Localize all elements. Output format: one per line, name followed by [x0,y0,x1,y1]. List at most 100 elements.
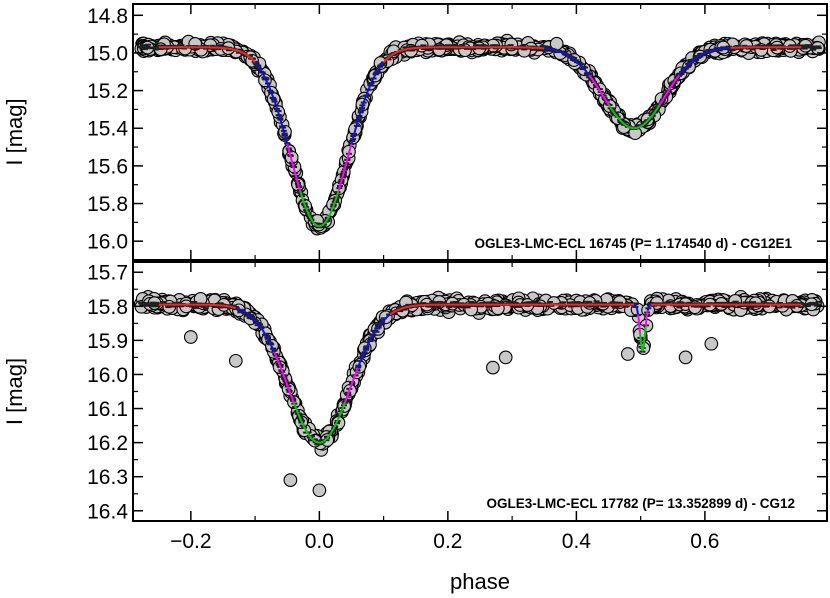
y-axis-label: I [mag] [2,358,27,425]
observation-tick [804,44,811,47]
observation-tick [439,301,446,304]
observation-tick [799,47,806,50]
x-tick-label: 0.6 [690,530,719,553]
observation-tick [154,47,160,50]
observation-tick [557,306,564,309]
y-tick-label: 14.8 [87,5,128,28]
observation-tick [144,46,151,49]
model-segment-blue [544,47,590,76]
observation-tick [435,47,442,50]
outlier-point [312,483,327,498]
x-axis-label: phase [450,569,510,594]
outlier-point [498,350,513,365]
outlier-point [486,360,500,375]
observation-tick [420,44,427,47]
observation-tick [641,125,648,128]
x-tick-label: 0.2 [433,530,462,553]
observation-tick [700,305,707,308]
observation-tick [798,306,805,309]
model-segment-blue [678,46,731,76]
observation-tick [544,46,551,49]
model-curve-layer [158,46,802,228]
x-tick-label: 0.4 [562,530,592,553]
observation-tick [202,307,209,310]
observation-tick [483,44,489,47]
observation-tick [804,46,811,49]
y-tick-label: 16.0 [87,231,128,254]
axis-ticks-layer: 14.8 15.0 15.2 15.4 15.6 15.8 16.0 [87,4,827,260]
observation-tick [810,47,817,50]
observation-tick [157,48,164,50]
y-tick-label: 16.4 [87,500,128,523]
observation-tick [145,43,152,46]
observation-tick [142,302,149,305]
observation-tick [678,73,685,75]
observation-tick [492,47,499,50]
y-tick-label: 16.3 [87,466,128,489]
y-tick-label: 16.1 [87,398,128,421]
observation-tick [697,53,704,55]
y-tick-label: 15.2 [87,80,128,103]
model-segment-red [730,46,802,49]
observation-tick [451,43,458,46]
observation-tick [586,76,593,79]
model-segment-magenta [588,74,610,106]
observation-tick [446,44,453,47]
observation-tick [217,44,224,47]
x-tick-label: −0.2 [170,530,211,553]
observation-tick [468,300,475,303]
observation-tick [445,48,452,51]
observation-tick [149,302,156,305]
observation-tick [178,44,185,47]
model-segment-red [158,46,256,64]
model-segment-blue [254,61,289,145]
observation-tick [582,66,588,69]
observation-tick [815,47,822,50]
observation-tick [470,48,477,51]
observation-tick [429,300,436,303]
outlier-point [704,336,719,351]
model-segment-green [607,103,661,130]
observation-tick [547,301,553,303]
observation-tick [674,79,681,82]
observation-tick [583,300,590,303]
observations-layer [134,33,826,236]
observation-tick [510,301,517,304]
observation-tick [770,48,777,51]
observation-tick [210,48,217,51]
observation-tick [484,301,490,304]
observation-tick [777,44,784,47]
model-segment-blue [350,61,385,145]
observation-tick [181,47,188,50]
y-tick-label: 15.8 [87,193,128,216]
observation-tick [692,55,699,58]
observation-tick [686,301,693,304]
panel-bottom-lightcurve: 15.7 15.8 15.9 16.0 16.1 16.2 16.3 16.4 −0.2 0.0 0… [2,261,828,594]
observation-tick [458,306,465,309]
observation-tick [810,48,817,51]
observation-tick [584,74,591,77]
observation-tick [509,47,516,50]
y-tick-label: 16.2 [87,432,128,455]
observation-tick [157,44,164,47]
observation-tick [763,45,770,47]
observation-tick [748,305,755,308]
observation-tick [593,300,600,303]
observation-tick [562,50,569,53]
observation-tick [759,44,766,47]
observation-tick [417,45,424,48]
star-annotation: OGLE3-LMC-ECL 17782 (P= 13.352899 d) - C… [487,496,796,511]
y-tick-label: 15.6 [87,155,128,178]
star-annotation: OGLE3-LMC-ECL 16745 (P= 1.174540 d) - CG… [474,236,792,251]
model-segment-magenta [659,74,681,106]
observation-tick [816,303,822,306]
observation-tick [313,222,320,225]
observation-tick [492,44,499,47]
observation-tick [749,48,756,51]
observation-tick [520,44,526,47]
observation-tick [402,46,409,49]
observation-tick [789,47,796,50]
observation-tick [147,46,154,49]
observation-tick [150,305,157,308]
